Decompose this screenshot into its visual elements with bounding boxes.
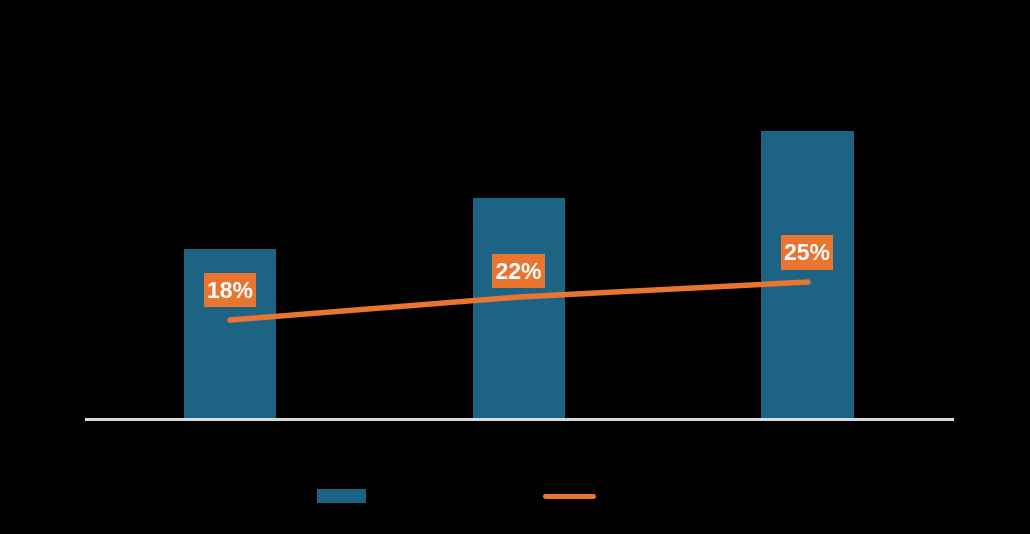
bar-3 <box>761 131 854 418</box>
data-label-1: 18% <box>204 273 256 307</box>
legend-line-swatch <box>543 494 596 499</box>
bar-2 <box>473 198 565 418</box>
legend-bar-swatch <box>317 489 366 503</box>
data-label-3: 25% <box>781 235 833 270</box>
data-label-2: 22% <box>492 254 545 288</box>
x-axis-baseline <box>85 418 954 421</box>
